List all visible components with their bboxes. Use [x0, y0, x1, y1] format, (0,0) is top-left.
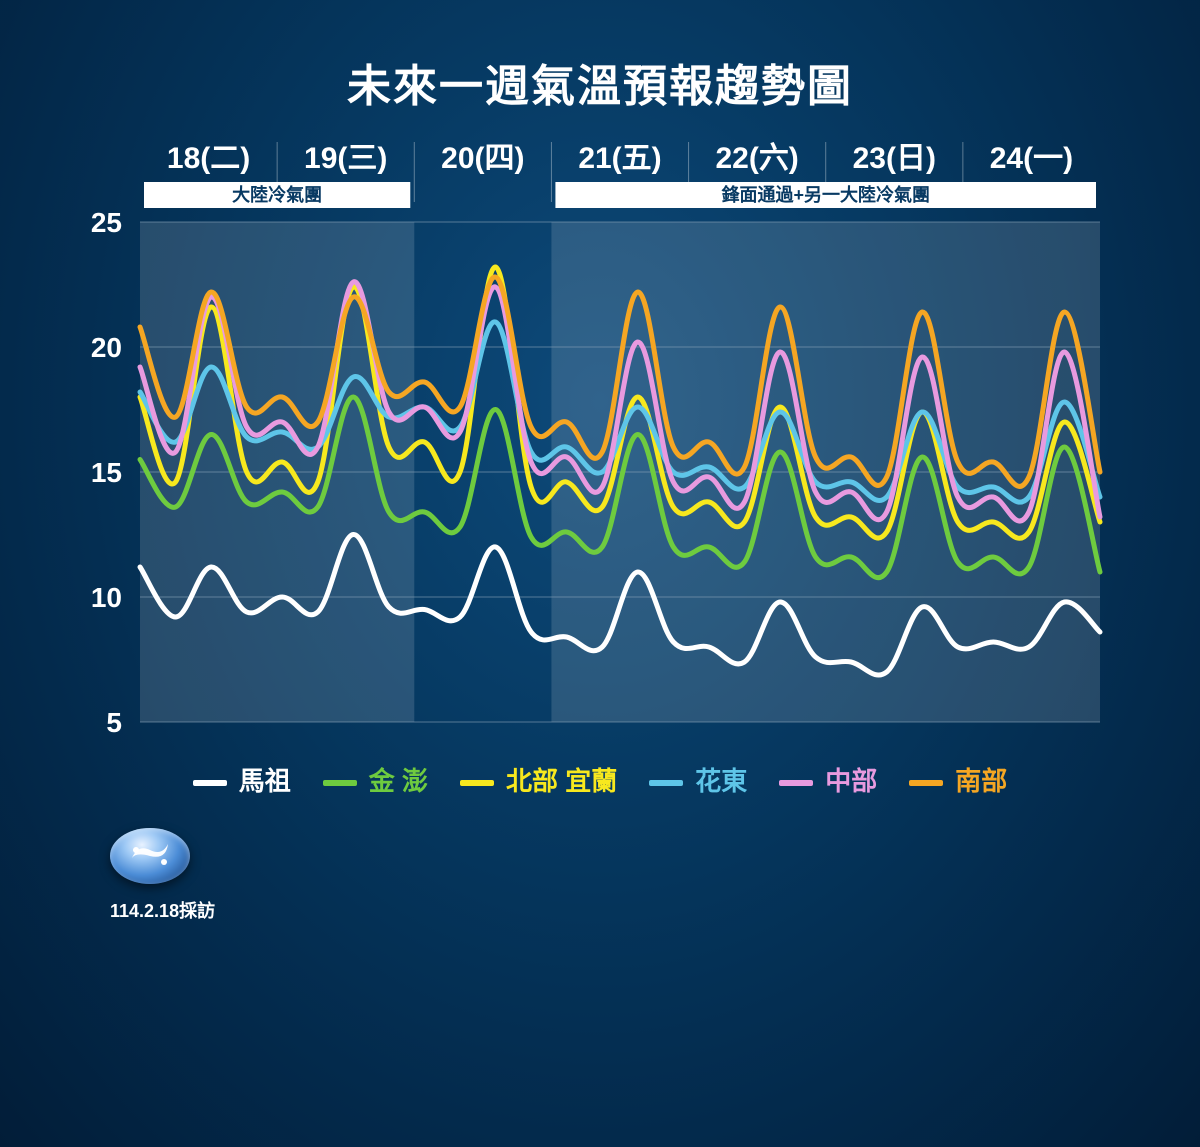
legend-swatch	[323, 780, 357, 786]
legend-swatch	[193, 780, 227, 786]
legend-label: 金 澎	[369, 766, 428, 796]
legend-item: 南部	[901, 766, 1015, 796]
y-tick-label: 20	[91, 332, 122, 363]
chart-container: 5 10 15 20 25 18(二) 19(三) 20(四) 21(五) 22(六) 23(日) 2…	[60, 134, 1140, 798]
legend-item: 花東	[641, 766, 755, 796]
day-label: 19(三)	[304, 142, 387, 175]
legend-item: 北部 宜蘭	[452, 766, 625, 796]
legend-item: 馬祖	[185, 766, 299, 796]
legend-item: 中部	[771, 766, 885, 796]
legend: 馬祖 金 澎 北部 宜蘭 花東 中部 南部	[60, 761, 1140, 798]
legend-swatch	[779, 780, 813, 786]
footer: 114.2.18採訪	[110, 828, 1200, 923]
band-label: 大陸冷氣團	[232, 184, 322, 205]
legend-item: 金 澎	[315, 766, 436, 796]
day-label: 21(五)	[578, 142, 661, 175]
day-label: 22(六)	[715, 142, 798, 175]
y-tick-label: 5	[106, 707, 122, 738]
legend-label: 南部	[955, 766, 1007, 796]
day-label: 24(一)	[990, 142, 1073, 175]
day-label: 23(日)	[853, 142, 936, 175]
legend-label: 北部 宜蘭	[506, 766, 617, 796]
agency-logo-icon	[110, 828, 190, 884]
legend-label: 中部	[825, 766, 877, 796]
day-label: 18(二)	[167, 142, 250, 175]
day-label: 20(四)	[441, 142, 524, 175]
temperature-chart: 5 10 15 20 25 18(二) 19(三) 20(四) 21(五) 22(六) 23(日) 2…	[60, 134, 1140, 742]
legend-swatch	[909, 780, 943, 786]
y-tick-label: 15	[91, 457, 122, 488]
chart-title: 未來一週氣溫預報趨勢圖	[0, 0, 1200, 114]
legend-label: 馬祖	[239, 766, 291, 796]
legend-swatch	[649, 780, 683, 786]
band-label: 鋒面通過+另一大陸冷氣團	[720, 184, 930, 205]
y-tick-label: 25	[91, 207, 122, 238]
y-tick-label: 10	[91, 582, 122, 613]
footer-date: 114.2.18採訪	[110, 897, 1200, 923]
legend-label: 花東	[695, 766, 747, 796]
legend-swatch	[460, 780, 494, 786]
